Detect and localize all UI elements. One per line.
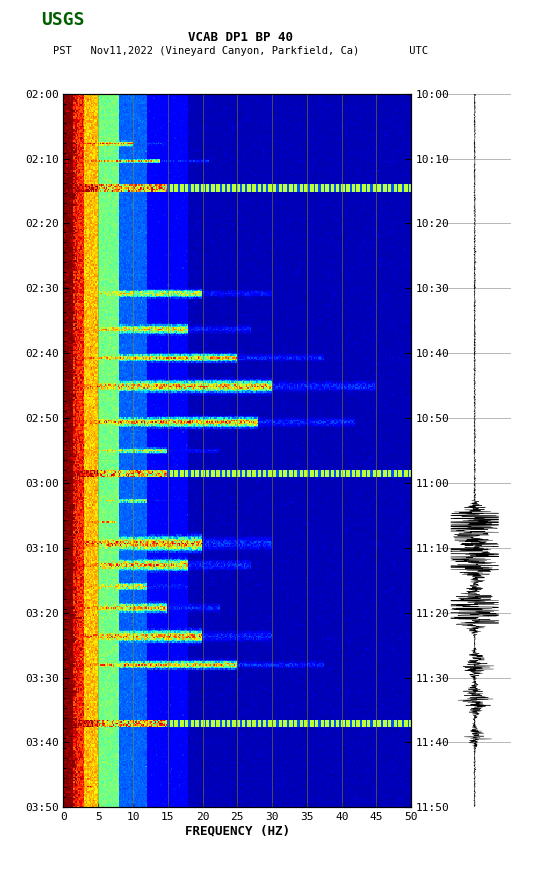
Text: USGS: USGS — [41, 11, 85, 29]
Text: PST   Nov11,2022 (Vineyard Canyon, Parkfield, Ca)        UTC: PST Nov11,2022 (Vineyard Canyon, Parkfie… — [52, 45, 428, 56]
X-axis label: FREQUENCY (HZ): FREQUENCY (HZ) — [185, 825, 290, 838]
Text: VCAB DP1 BP 40: VCAB DP1 BP 40 — [188, 31, 293, 44]
